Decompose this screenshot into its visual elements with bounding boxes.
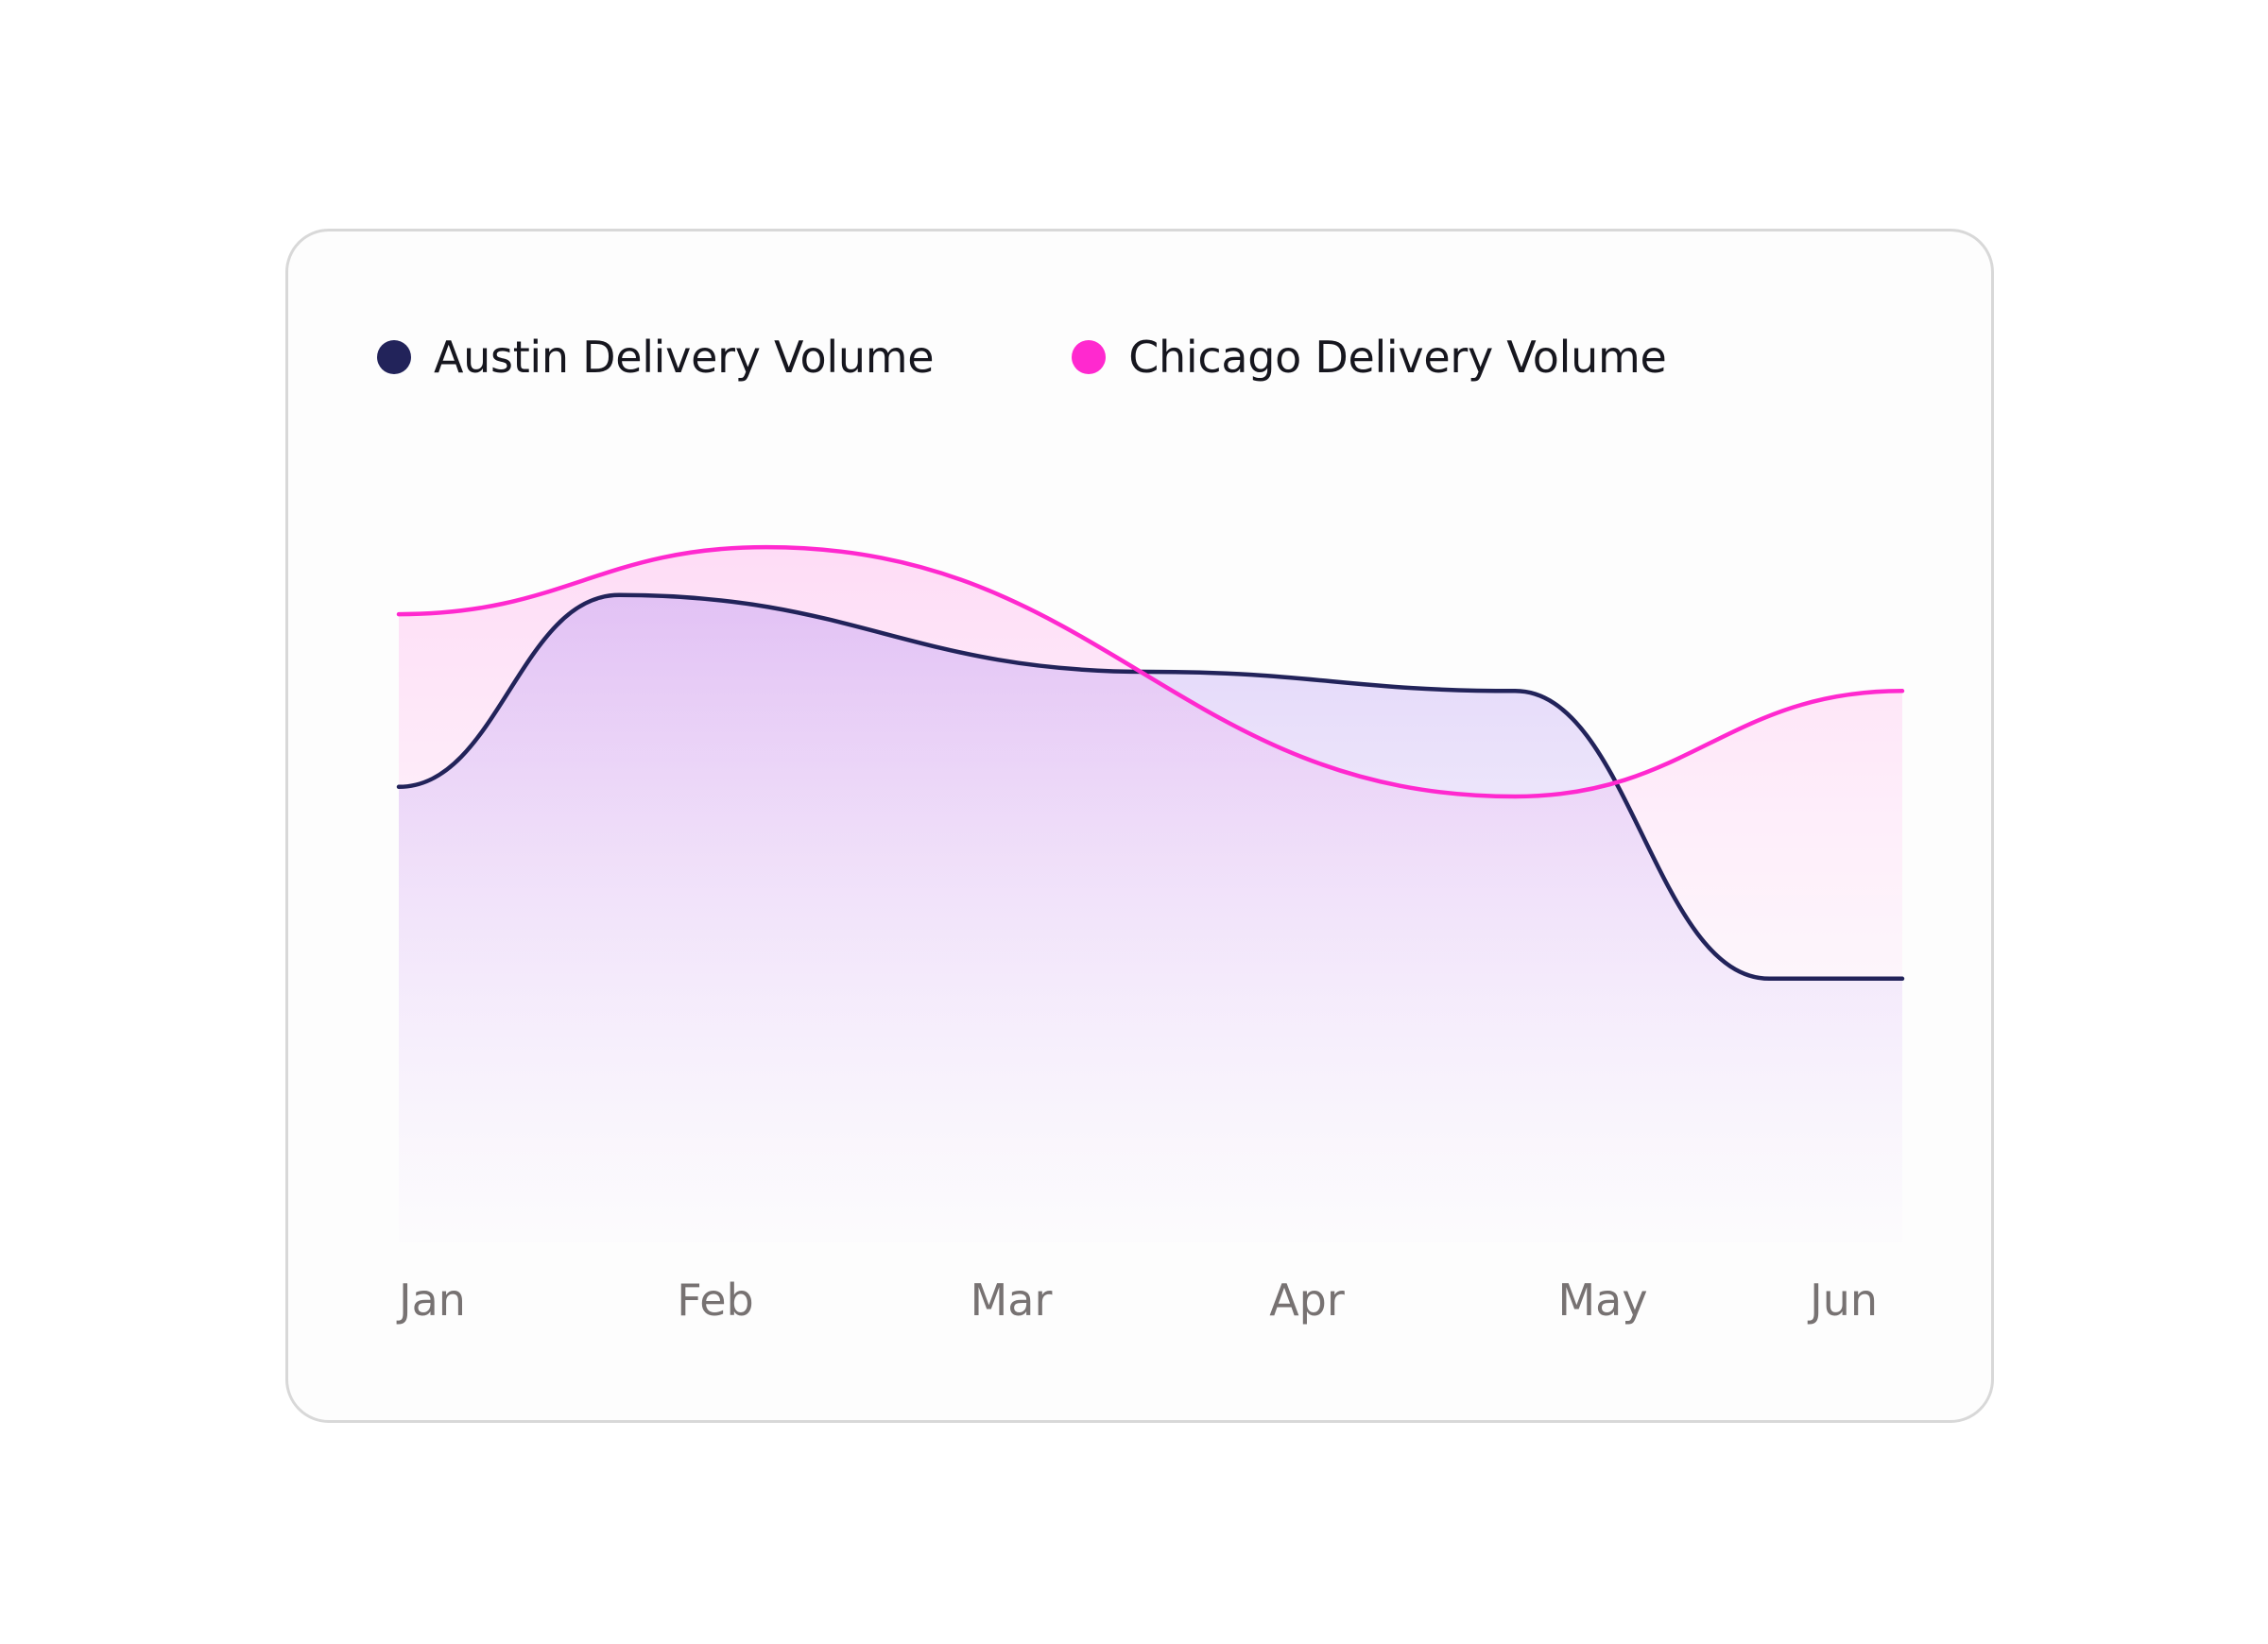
- area-austin: [399, 594, 1902, 1242]
- legend-item-chicago[interactable]: Chicago Delivery Volume: [1072, 324, 1667, 390]
- x-tick-may: May: [1557, 1275, 1647, 1326]
- area-fills: [399, 547, 1902, 1242]
- line-austin[interactable]: [396, 592, 1905, 982]
- x-axis-ticks: Jan Feb Mar Apr May Jun: [396, 1275, 1878, 1326]
- legend-dot-chicago: [1072, 340, 1107, 374]
- x-tick-feb: Feb: [677, 1275, 753, 1326]
- legend-label-austin: Austin Delivery Volume: [434, 332, 935, 383]
- legend-dot-austin: [377, 340, 411, 374]
- legend: Austin Delivery Volume Chicago Delivery …: [377, 324, 1667, 390]
- x-tick-apr: Apr: [1269, 1275, 1345, 1326]
- series-lines: [396, 544, 1905, 982]
- line-chicago[interactable]: [396, 544, 1905, 799]
- x-tick-jun: Jun: [1807, 1275, 1878, 1326]
- x-tick-mar: Mar: [971, 1275, 1053, 1326]
- legend-item-austin[interactable]: Austin Delivery Volume: [377, 324, 935, 390]
- legend-label-chicago: Chicago Delivery Volume: [1128, 332, 1667, 383]
- x-tick-jan: Jan: [396, 1275, 466, 1326]
